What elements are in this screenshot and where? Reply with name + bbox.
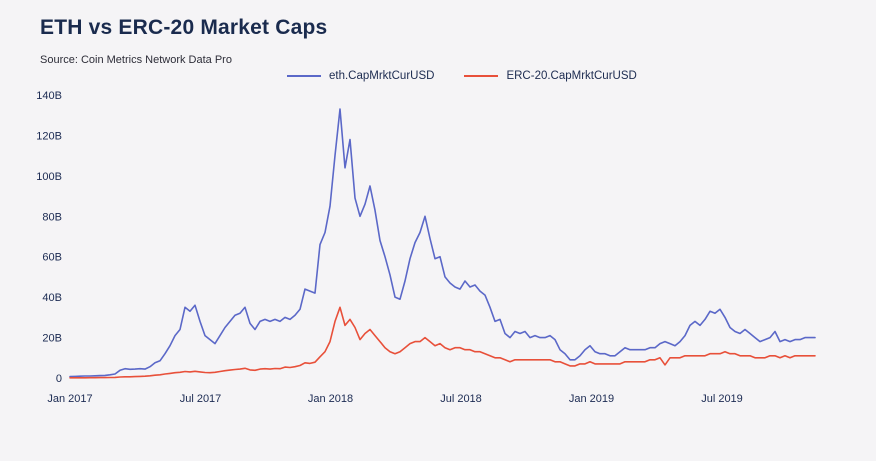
series-line-eth: [69, 108, 816, 378]
legend-label-eth: eth.CapMrktCurUSD: [329, 70, 435, 82]
x-tick-label: Jul 2018: [440, 393, 482, 405]
y-tick-label: 100B: [36, 171, 62, 183]
erc20-line-swatch: [464, 75, 499, 77]
y-tick-label: 40B: [42, 292, 62, 304]
series-line-erc20: [69, 306, 816, 379]
eth-line-swatch: [287, 75, 321, 77]
x-tick-label: Jul 2017: [180, 393, 222, 405]
legend-item-eth[interactable]: eth.CapMrktCurUSD: [287, 70, 434, 82]
y-tick-label: 60B: [42, 252, 62, 264]
x-tick-label: Jan 2017: [47, 393, 92, 405]
source-label: Source: Coin Metrics Network Data Pro: [40, 54, 232, 66]
x-tick-label: Jan 2018: [308, 393, 353, 405]
page-title: ETH vs ERC-20 Market Caps: [40, 16, 328, 39]
y-tick-label: 20B: [42, 333, 62, 345]
x-tick-label: Jan 2019: [569, 393, 614, 405]
legend-item-erc20[interactable]: ERC-20.CapMrktCurUSD: [464, 70, 637, 82]
y-tick-label: 120B: [36, 130, 62, 142]
y-tick-label: 0: [56, 373, 62, 385]
x-tick-label: Jul 2019: [701, 393, 743, 405]
legend: eth.CapMrktCurUSD ERC-20.CapMrktCurUSD: [287, 70, 637, 82]
legend-label-erc20: ERC-20.CapMrktCurUSD: [506, 70, 637, 82]
y-tick-label: 140B: [36, 90, 62, 102]
y-tick-label: 80B: [42, 211, 62, 223]
